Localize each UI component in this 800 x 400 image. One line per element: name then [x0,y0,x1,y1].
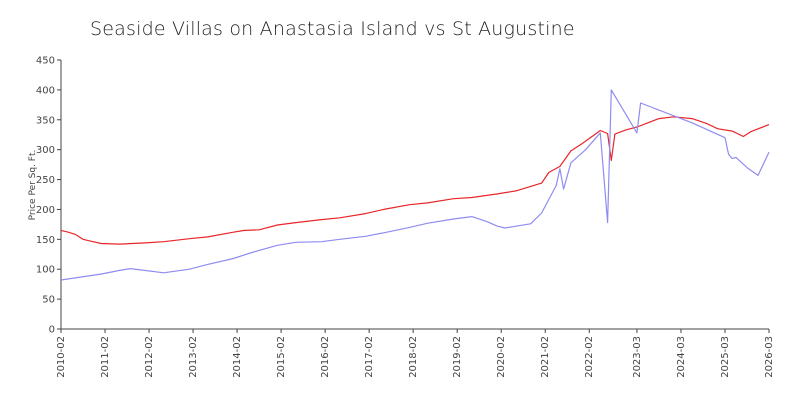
x-tick-label: 2017-02 [364,336,375,378]
y-tick-label: 200 [36,205,55,216]
series-line-1 [60,116,770,245]
y-tick-label: 450 [36,56,55,67]
x-tick-label: 2012-02 [144,336,155,378]
x-tick-label: 2025-03 [720,336,731,378]
chart-title: Seaside Villas on Anastasia Island vs St… [90,18,575,40]
y-axis-label: Price Per Sq. Ft. [28,150,38,221]
x-tick-label: 2021-02 [540,336,551,378]
y-tick-label: 50 [42,295,55,306]
x-tick-label: 2020-02 [496,336,507,378]
x-tick-label: 2023-03 [632,336,643,378]
y-tick-label: 150 [36,235,55,246]
y-tick-label: 300 [36,145,55,156]
y-tick-label: 0 [49,325,55,336]
y-tick-label: 400 [36,85,55,96]
x-tick-label: 2011-02 [100,336,111,378]
x-tick-label: 2016-02 [320,336,331,378]
series-layer [60,89,770,281]
y-tick-label: 100 [36,265,55,276]
x-tick-label: 2024-03 [676,336,687,378]
x-tick-label: 2022-02 [584,336,595,378]
x-tick-label: 2013-02 [188,336,199,378]
x-tick-label: 2015-02 [276,336,287,378]
axes: 0 50 100 150 200 250 300 350 400 450 2010-02 2011-0… [36,56,775,378]
series-line-2 [60,89,770,281]
x-tick-label: 2010-02 [56,336,67,378]
x-tick-label: 2026-03 [764,336,775,378]
y-tick-label: 350 [36,115,55,126]
x-tick-label: 2019-02 [452,336,463,378]
x-tick-label: 2014-02 [232,336,243,378]
x-tick-label: 2018-02 [408,336,419,378]
y-tick-label: 250 [36,175,55,186]
